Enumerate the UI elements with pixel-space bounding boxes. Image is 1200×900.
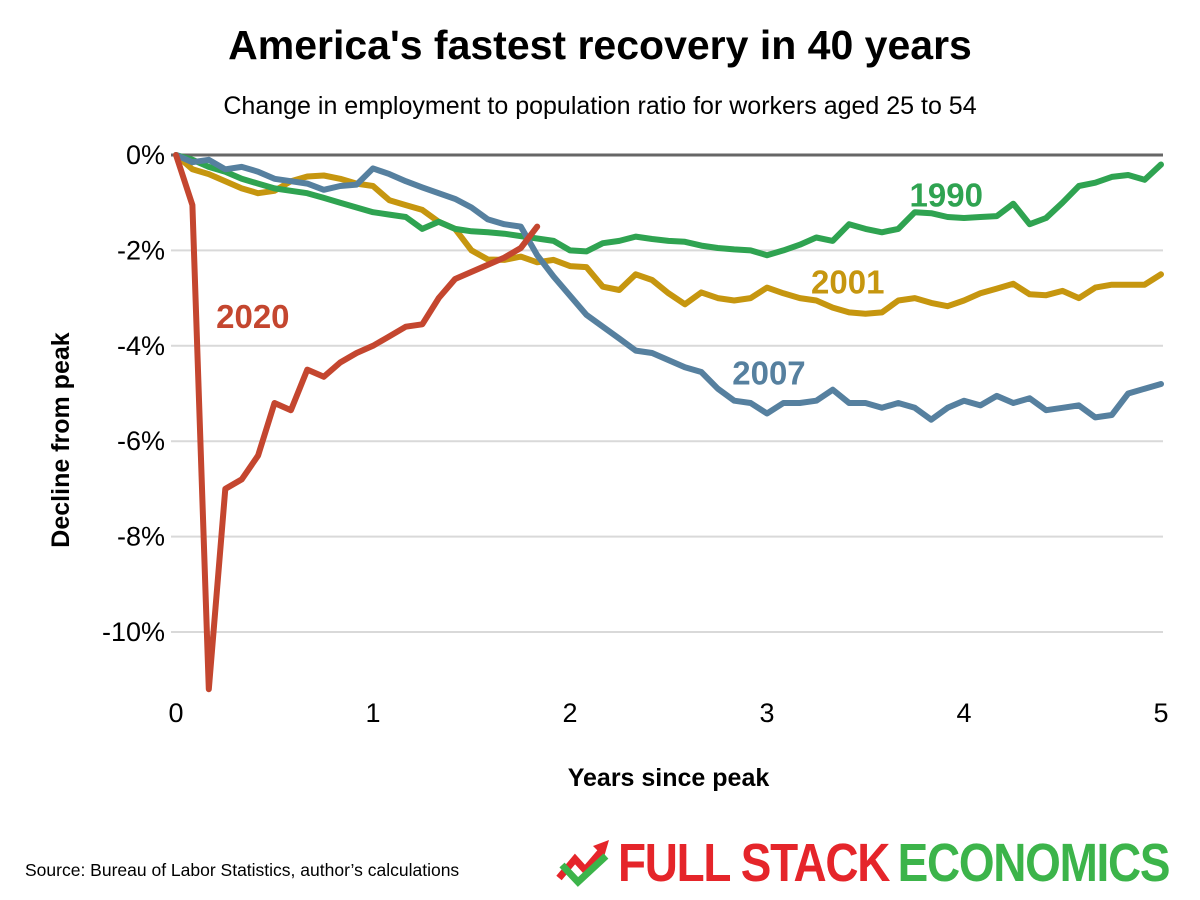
y-tick-label: 0% [126, 140, 165, 170]
x-tick-label: 0 [168, 698, 183, 728]
logo-wordmark: FULL STACK ECONOMICS [618, 833, 1171, 893]
logo-arrow-check-icon [556, 840, 609, 887]
series-line-2001 [173, 152, 1164, 317]
x-tick-label: 3 [759, 698, 774, 728]
x-tick-label: 4 [956, 698, 971, 728]
series-label-2020: 2020 [216, 298, 289, 335]
y-tick-label: -2% [117, 235, 165, 265]
x-axis-title: Years since peak [567, 764, 770, 792]
logo: FULL STACK ECONOMICS [556, 834, 1200, 892]
x-tick-label: 5 [1153, 698, 1168, 728]
y-tick-label: -6% [117, 426, 165, 456]
y-axis-title: Decline from peak [47, 332, 75, 548]
chart-title: America's fastest recovery in 40 years [228, 22, 972, 68]
logo-economics: ECONOMICS [897, 833, 1171, 893]
source-note: Source: Bureau of Labor Statistics, auth… [25, 860, 460, 880]
line-chart: 0% -2% -4% -6% -8% -10% 0 1 2 3 4 5 2001 1990 2007 2020 [102, 140, 1169, 728]
logo-full-stack: FULL STACK [618, 833, 890, 893]
y-tick-label: -8% [117, 522, 165, 552]
series-line-1990 [173, 152, 1164, 259]
x-tick-label: 1 [365, 698, 380, 728]
y-tick-label: -4% [117, 331, 165, 361]
x-tick-label: 2 [562, 698, 577, 728]
series-label-2007: 2007 [732, 354, 805, 391]
series-line-2007 [173, 152, 1164, 423]
chart-subtitle: Change in employment to population ratio… [223, 92, 977, 120]
y-tick-label: -10% [102, 617, 165, 647]
series-line-2020 [173, 152, 541, 693]
series-label-1990: 1990 [910, 177, 983, 214]
series-label-2001: 2001 [811, 263, 884, 300]
